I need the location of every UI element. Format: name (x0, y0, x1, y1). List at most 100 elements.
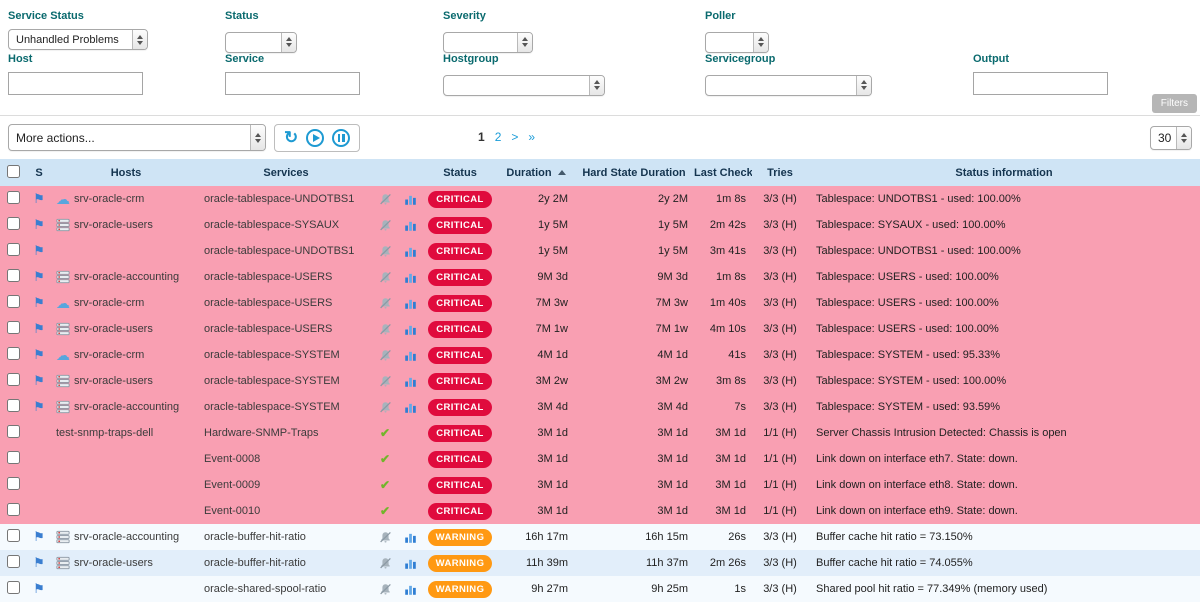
poller-select[interactable] (705, 32, 769, 53)
chart-icon[interactable] (404, 557, 417, 570)
service-input[interactable] (225, 72, 360, 95)
status-information-cell: Tablespace: USERS - used: 100.00% (808, 316, 1200, 342)
chart-icon[interactable] (404, 219, 417, 232)
refresh-button[interactable]: ↻ (284, 129, 298, 146)
row-checkbox[interactable] (7, 295, 20, 308)
pause-icon (338, 134, 341, 142)
row-checkbox[interactable] (7, 581, 20, 594)
flag-icon: ⚑ (33, 191, 45, 206)
row-checkbox[interactable] (7, 373, 20, 386)
row-checkbox[interactable] (7, 321, 20, 334)
play-button[interactable] (306, 129, 324, 147)
status-select[interactable] (225, 32, 297, 53)
flag-icon: ⚑ (33, 269, 45, 284)
duration-cell: 1y 5M (498, 238, 574, 264)
page-last-link[interactable]: » (528, 130, 535, 144)
service-link[interactable]: Event-0008 (204, 453, 260, 465)
header-status[interactable]: Status (422, 159, 498, 186)
page-size-select[interactable]: 30 (1150, 126, 1192, 150)
select-all-checkbox[interactable] (7, 165, 20, 178)
header-s[interactable]: S (26, 159, 52, 186)
chart-icon[interactable] (404, 531, 417, 544)
host-link[interactable]: srv-oracle-users (74, 375, 153, 387)
row-checkbox[interactable] (7, 399, 20, 412)
chart-icon[interactable] (404, 583, 417, 596)
service-row: ⚑oracle-tablespace-UNDOTBS1CRITICAL1y 5M… (0, 238, 1200, 264)
chart-icon[interactable] (404, 375, 417, 388)
row-checkbox[interactable] (7, 243, 20, 256)
service-link[interactable]: oracle-tablespace-SYSTEM (204, 375, 340, 387)
last-check-cell: 1m 8s (694, 186, 752, 212)
row-checkbox[interactable] (7, 269, 20, 282)
service-link[interactable]: oracle-shared-spool-ratio (204, 583, 326, 595)
service-status-select[interactable]: Unhandled Problems (8, 29, 148, 50)
service-link[interactable]: oracle-tablespace-SYSTEM (204, 349, 340, 361)
service-link[interactable]: oracle-tablespace-SYSTEM (204, 401, 340, 413)
service-link[interactable]: oracle-tablespace-UNDOTBS1 (204, 193, 354, 205)
last-check-cell: 3m 41s (694, 238, 752, 264)
service-link[interactable]: Event-0009 (204, 479, 260, 491)
service-link[interactable]: oracle-tablespace-USERS (204, 271, 332, 283)
service-row: ⚑☁srv-oracle-crmoracle-tablespace-USERSC… (0, 290, 1200, 316)
header-hard-state-duration[interactable]: Hard State Duration (574, 159, 694, 186)
row-checkbox[interactable] (7, 529, 20, 542)
header-services[interactable]: Services (200, 159, 372, 186)
status-cell: WARNING (422, 550, 498, 576)
service-link[interactable]: oracle-tablespace-SYSAUX (204, 219, 339, 231)
service-link[interactable]: Event-0010 (204, 505, 260, 517)
host-input[interactable] (8, 72, 143, 95)
chart-icon[interactable] (404, 323, 417, 336)
host-link[interactable]: srv-oracle-users (74, 219, 153, 231)
row-checkbox[interactable] (7, 451, 20, 464)
chart-icon[interactable] (404, 193, 417, 206)
service-link[interactable]: oracle-tablespace-UNDOTBS1 (204, 245, 354, 257)
page-current[interactable]: 1 (478, 130, 485, 144)
service-link[interactable]: oracle-tablespace-USERS (204, 297, 332, 309)
service-link[interactable]: oracle-buffer-hit-ratio (204, 531, 306, 543)
servicegroup-select[interactable] (705, 75, 872, 96)
host-link[interactable]: srv-oracle-users (74, 323, 153, 335)
row-checkbox[interactable] (7, 503, 20, 516)
host-link[interactable]: srv-oracle-crm (74, 297, 144, 309)
flag-cell: ⚑ (26, 290, 52, 316)
flag-icon: ⚑ (33, 581, 45, 596)
host-link[interactable]: srv-oracle-crm (74, 349, 144, 361)
chart-icon[interactable] (404, 297, 417, 310)
host-link[interactable]: srv-oracle-users (74, 557, 153, 569)
host-link[interactable]: srv-oracle-accounting (74, 531, 179, 543)
service-link[interactable]: oracle-buffer-hit-ratio (204, 557, 306, 569)
pause-button[interactable] (332, 129, 350, 147)
host-link[interactable]: srv-oracle-crm (74, 193, 144, 205)
header-status-information[interactable]: Status information (808, 159, 1200, 186)
duration-cell: 1y 5M (498, 212, 574, 238)
host-link[interactable]: srv-oracle-accounting (74, 271, 179, 283)
chart-icon[interactable] (404, 271, 417, 284)
chart-icon[interactable] (404, 245, 417, 258)
host-link[interactable]: srv-oracle-accounting (74, 401, 179, 413)
row-checkbox[interactable] (7, 191, 20, 204)
flag-icon: ⚑ (33, 243, 45, 258)
header-hosts[interactable]: Hosts (52, 159, 200, 186)
more-actions-select[interactable]: More actions... (8, 124, 266, 151)
host-cell (52, 472, 200, 498)
row-checkbox[interactable] (7, 555, 20, 568)
icon-cell-2 (398, 212, 422, 238)
chart-icon[interactable] (404, 401, 417, 414)
page-2-link[interactable]: 2 (495, 130, 502, 144)
host-link[interactable]: test-snmp-traps-dell (56, 427, 153, 439)
filters-button[interactable]: Filters (1152, 94, 1197, 113)
row-checkbox[interactable] (7, 217, 20, 230)
header-last-check[interactable]: Last Check (694, 159, 752, 186)
service-link[interactable]: Hardware-SNMP-Traps (204, 427, 319, 439)
row-checkbox[interactable] (7, 347, 20, 360)
severity-select[interactable] (443, 32, 533, 53)
page-next-link[interactable]: > (511, 130, 518, 144)
hostgroup-select[interactable] (443, 75, 605, 96)
row-checkbox[interactable] (7, 425, 20, 438)
header-tries[interactable]: Tries (752, 159, 808, 186)
service-link[interactable]: oracle-tablespace-USERS (204, 323, 332, 335)
header-duration[interactable]: Duration (498, 159, 574, 186)
row-checkbox[interactable] (7, 477, 20, 490)
output-input[interactable] (973, 72, 1108, 95)
chart-icon[interactable] (404, 349, 417, 362)
